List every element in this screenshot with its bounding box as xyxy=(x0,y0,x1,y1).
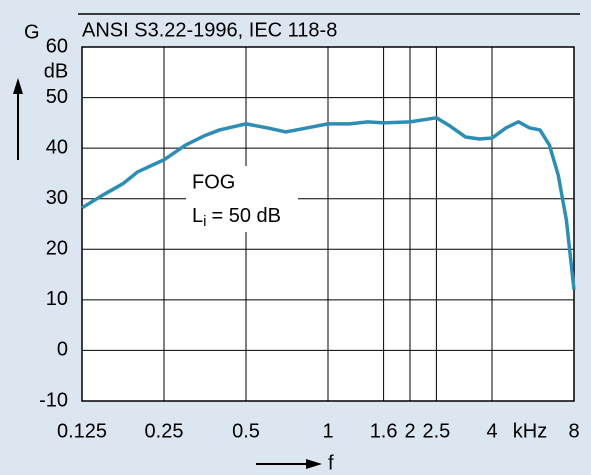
y-tick-label: 30 xyxy=(46,187,68,209)
y-tick-label: 50 xyxy=(46,86,68,108)
x-tick-label: 4 xyxy=(486,420,497,442)
x-arrowhead xyxy=(306,459,322,469)
chart-title: ANSI S3.22-1996, IEC 118-8 xyxy=(82,19,337,41)
x-tick-label: 2 xyxy=(404,420,415,442)
y-tick-label: -10 xyxy=(39,389,68,411)
x-tick-label: 8 xyxy=(568,420,579,442)
x-axis-label: f xyxy=(328,452,334,474)
data-line xyxy=(81,116,576,290)
plot-border xyxy=(81,46,575,402)
annotation: Li = 50 dB xyxy=(192,205,281,230)
y-tick-label: 20 xyxy=(46,238,68,260)
y-axis-unit: dB xyxy=(44,60,68,82)
y-arrowhead xyxy=(13,78,23,94)
x-tick-label: 1 xyxy=(322,420,333,442)
annotation: FOG xyxy=(192,171,235,193)
y-tick-label: 0 xyxy=(57,339,68,361)
annotation-part: = 50 dB xyxy=(211,205,281,227)
x-tick-label: 1.6 xyxy=(370,420,398,442)
x-tick-label: 0.5 xyxy=(232,420,260,442)
y-axis-label: G xyxy=(24,21,40,43)
y-tick-label: 40 xyxy=(46,136,68,158)
y-tick-label: 10 xyxy=(46,288,68,310)
annotation-part: L xyxy=(192,205,203,227)
x-tick-label: 0.25 xyxy=(145,420,184,442)
x-tick-label: 2.5 xyxy=(422,420,450,442)
x-tick-label: 0.125 xyxy=(57,420,107,442)
annotation-part: i xyxy=(203,213,206,230)
y-tick-label: 60 xyxy=(46,35,68,57)
x-axis-unit: kHz xyxy=(513,420,547,442)
annotation-bg xyxy=(186,166,298,232)
